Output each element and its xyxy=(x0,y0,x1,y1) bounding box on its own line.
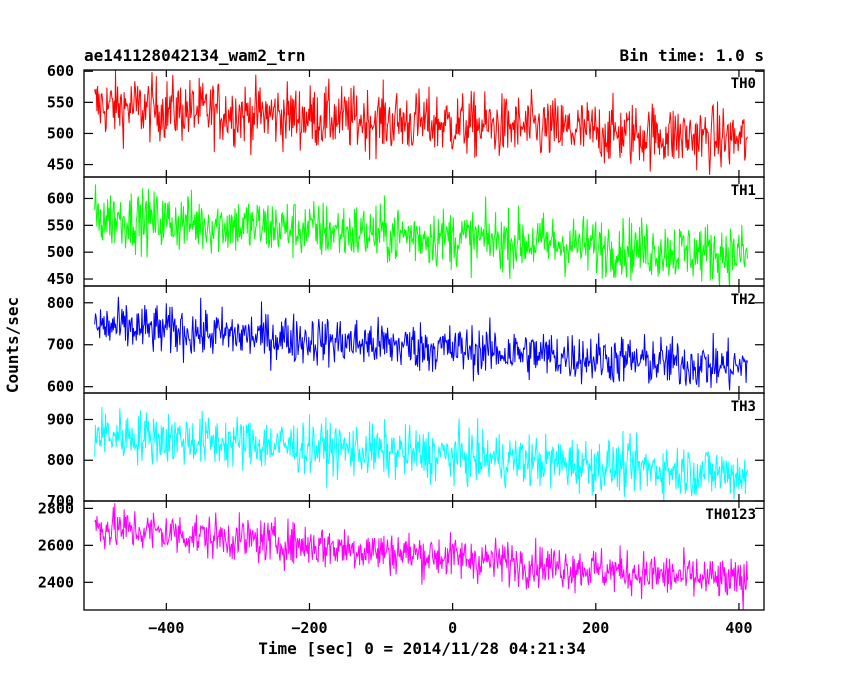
y-tick-label: 2600 xyxy=(38,536,74,554)
series-th2 xyxy=(94,296,748,391)
panel-frame xyxy=(83,500,765,611)
y-tick-label: 800 xyxy=(47,451,74,469)
y-tick-label: 550 xyxy=(47,216,74,234)
panel-label-th1: TH1 xyxy=(731,183,756,199)
x-tick-label: 400 xyxy=(725,619,752,637)
series-th0 xyxy=(94,70,748,175)
y-tick-label: 600 xyxy=(47,189,74,207)
y-tick-label: 500 xyxy=(47,124,74,142)
series-th1 xyxy=(94,184,748,286)
panel-label-th0123: TH0123 xyxy=(705,507,756,523)
bin-time-label: Bin time: 1.0 s xyxy=(620,46,765,65)
panel-frame xyxy=(83,176,765,287)
series-th0123 xyxy=(94,503,748,610)
x-tick-label: −400 xyxy=(148,619,184,637)
y-tick-label: 900 xyxy=(47,410,74,428)
panel-th2: 600 700 800 TH2 xyxy=(47,285,765,396)
y-tick-label: 2800 xyxy=(38,499,74,517)
panel-label-th3: TH3 xyxy=(731,399,756,415)
x-axis: −400 −200 0 200 400 xyxy=(148,619,752,637)
panel-th0123: 2400 2600 2800 TH0123 xyxy=(38,499,765,611)
panel-th3: 700 800 900 TH3 xyxy=(47,392,765,510)
y-axis-label: Counts/sec xyxy=(3,297,22,393)
panel-th1: 450 500 550 600 TH1 xyxy=(47,176,765,288)
y-tick-label: 450 xyxy=(47,270,74,288)
panel-label-th2: TH2 xyxy=(731,292,756,308)
panel-frame xyxy=(83,69,765,178)
y-tick-label: 450 xyxy=(47,156,74,174)
x-tick-label: 200 xyxy=(582,619,609,637)
y-tick-label: 800 xyxy=(47,294,74,312)
y-tick-label: 500 xyxy=(47,243,74,261)
x-tick-label: −200 xyxy=(291,619,327,637)
x-tick-label: 0 xyxy=(448,619,457,637)
y-tick-label: 700 xyxy=(47,336,74,354)
y-tick-label: 600 xyxy=(47,378,74,396)
y-tick-label: 2400 xyxy=(38,573,74,591)
x-axis-label: Time [sec] 0 = 2014/11/28 04:21:34 xyxy=(258,639,586,658)
y-tick-label: 600 xyxy=(47,62,74,80)
panel-th0: 450 500 550 600 TH0 xyxy=(47,62,765,178)
chart-title: ae141128042134_wam2_trn xyxy=(84,46,306,65)
y-tick-label: 550 xyxy=(47,93,74,111)
panels: 450 500 550 600 TH0 450 500 550 600 TH1 600 700 800 T… xyxy=(38,62,765,611)
series-th3 xyxy=(94,406,748,501)
y-tick-label: 700 xyxy=(47,492,74,510)
panel-label-th0: TH0 xyxy=(731,76,756,92)
